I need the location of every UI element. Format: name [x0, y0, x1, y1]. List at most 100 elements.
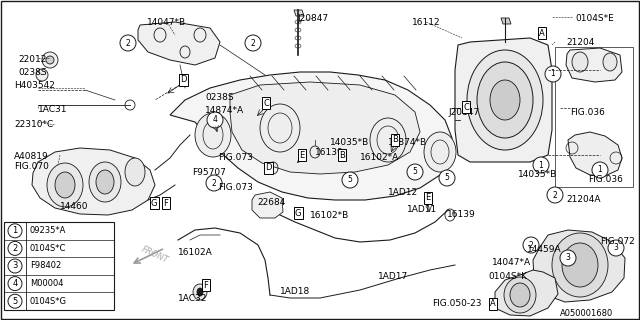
Text: 2: 2: [529, 241, 533, 250]
Ellipse shape: [8, 294, 22, 308]
Ellipse shape: [47, 163, 83, 207]
Polygon shape: [566, 48, 622, 82]
Text: 2: 2: [212, 179, 216, 188]
Ellipse shape: [504, 277, 536, 313]
Text: 1AC32: 1AC32: [178, 294, 207, 303]
Text: 14459A: 14459A: [527, 245, 562, 254]
Text: 1: 1: [550, 69, 556, 78]
Text: 16102A: 16102A: [178, 248, 212, 257]
Text: FIG.036: FIG.036: [570, 108, 605, 117]
Text: 16139: 16139: [447, 210, 476, 219]
Ellipse shape: [552, 233, 608, 297]
Text: A: A: [539, 28, 545, 37]
Text: 5: 5: [445, 173, 449, 182]
Text: 16102*A: 16102*A: [360, 153, 399, 162]
Ellipse shape: [245, 35, 261, 51]
Ellipse shape: [562, 243, 598, 287]
Text: 0104S*C: 0104S*C: [30, 244, 67, 253]
Polygon shape: [230, 82, 420, 174]
Text: FIG.073: FIG.073: [218, 153, 253, 162]
Ellipse shape: [533, 157, 549, 173]
Text: 5: 5: [348, 175, 353, 185]
Text: 3: 3: [12, 261, 18, 270]
Ellipse shape: [490, 80, 520, 120]
Ellipse shape: [572, 52, 588, 72]
Ellipse shape: [477, 62, 533, 138]
Text: 1: 1: [12, 226, 18, 235]
Ellipse shape: [197, 288, 203, 296]
Text: 1AD12: 1AD12: [388, 188, 418, 197]
Ellipse shape: [206, 175, 222, 191]
Ellipse shape: [523, 237, 539, 253]
Text: M00004: M00004: [30, 279, 63, 288]
Ellipse shape: [8, 276, 22, 291]
Text: 09235*A: 09235*A: [30, 226, 67, 235]
Ellipse shape: [36, 69, 48, 81]
Text: FIG.050-23: FIG.050-23: [432, 299, 481, 308]
Ellipse shape: [120, 35, 136, 51]
Text: 1AC31: 1AC31: [38, 105, 67, 114]
Ellipse shape: [46, 56, 54, 64]
Text: D: D: [265, 164, 271, 172]
Ellipse shape: [467, 50, 543, 150]
Text: 3: 3: [614, 244, 618, 252]
Text: C: C: [463, 102, 469, 111]
Text: E: E: [426, 194, 431, 203]
Bar: [4, 222, 114, 310]
Ellipse shape: [424, 132, 456, 172]
Ellipse shape: [125, 158, 145, 186]
Ellipse shape: [195, 113, 231, 157]
Ellipse shape: [96, 170, 114, 194]
Ellipse shape: [55, 172, 75, 198]
Text: 16112: 16112: [412, 18, 440, 27]
Ellipse shape: [603, 53, 617, 71]
Polygon shape: [495, 270, 558, 316]
Text: 0104S*K: 0104S*K: [488, 272, 527, 281]
Text: 3: 3: [566, 253, 570, 262]
Text: 1: 1: [598, 165, 602, 174]
Text: 4: 4: [212, 116, 218, 124]
Text: C: C: [263, 99, 269, 108]
Text: 2: 2: [552, 190, 557, 199]
Text: B: B: [339, 150, 345, 159]
Text: F95707: F95707: [192, 168, 226, 177]
Text: 0238S: 0238S: [205, 93, 234, 102]
Text: 1AD17: 1AD17: [378, 272, 408, 281]
Ellipse shape: [547, 187, 563, 203]
Ellipse shape: [545, 66, 561, 82]
Text: 5: 5: [12, 297, 18, 306]
Ellipse shape: [592, 162, 608, 178]
Polygon shape: [501, 18, 511, 24]
Text: J20847: J20847: [448, 108, 479, 117]
Text: 14460: 14460: [60, 202, 88, 211]
Text: FRONT: FRONT: [140, 245, 170, 265]
Text: 2: 2: [12, 244, 18, 253]
Polygon shape: [32, 148, 155, 215]
Text: F: F: [164, 198, 168, 207]
Text: 16139: 16139: [315, 148, 344, 157]
Text: 14874*A: 14874*A: [205, 106, 244, 115]
Text: 14047*B: 14047*B: [147, 18, 187, 27]
Ellipse shape: [8, 224, 22, 238]
Text: 2: 2: [251, 38, 255, 47]
Text: J20847: J20847: [298, 14, 328, 23]
Text: 0238S: 0238S: [18, 68, 47, 77]
Text: FIG.070: FIG.070: [14, 162, 49, 171]
Text: FIG.036: FIG.036: [588, 175, 623, 184]
Ellipse shape: [42, 52, 58, 68]
Ellipse shape: [260, 104, 300, 152]
Text: FIG.073: FIG.073: [218, 183, 253, 192]
Text: 22684: 22684: [257, 198, 285, 207]
Text: 16102*B: 16102*B: [310, 211, 349, 220]
Ellipse shape: [8, 241, 22, 255]
Text: 21204A: 21204A: [566, 195, 600, 204]
Ellipse shape: [608, 240, 624, 256]
Text: 14874*B: 14874*B: [388, 138, 427, 147]
Text: 14035*B: 14035*B: [518, 170, 557, 179]
Text: 1: 1: [539, 161, 543, 170]
Text: 21204: 21204: [566, 38, 595, 47]
Bar: [555, 47, 633, 187]
Text: 0104S*E: 0104S*E: [575, 14, 614, 23]
Text: FIG.072: FIG.072: [600, 237, 635, 246]
Polygon shape: [294, 10, 304, 16]
